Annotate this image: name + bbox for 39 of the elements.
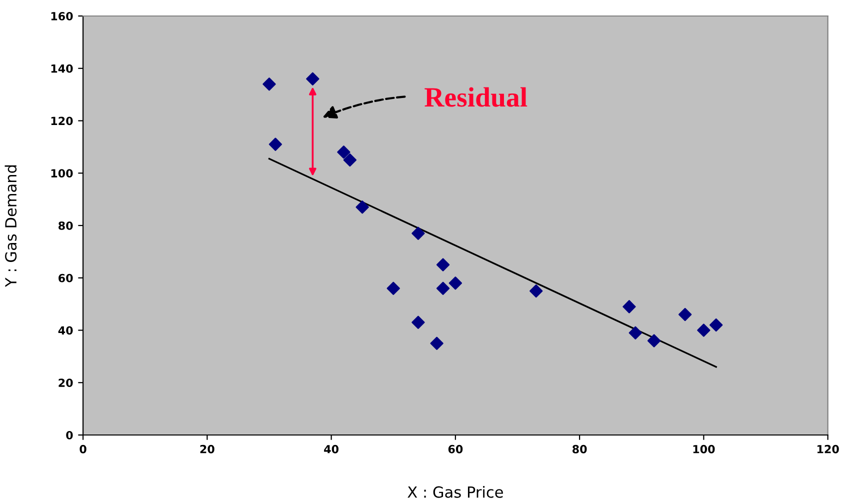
point [710, 318, 723, 332]
point [448, 276, 462, 290]
point [436, 258, 450, 272]
x-tick-label: 0 [80, 444, 86, 454]
point [356, 200, 369, 214]
x-axis-title: X : Gas Price [408, 486, 503, 498]
y-tick-label: 100 [51, 169, 73, 178]
x-tick-label: 40 [324, 444, 338, 454]
point [412, 226, 425, 240]
point [622, 300, 636, 314]
point [343, 153, 357, 167]
y-axis-title: Y : Gas Demand [4, 165, 17, 288]
point [306, 72, 320, 86]
y-tick-label: 40 [58, 326, 73, 335]
x-tick-label: 20 [200, 444, 214, 454]
point [262, 78, 276, 91]
y-tick-label: 60 [58, 274, 73, 282]
x-tick-label: 80 [572, 444, 587, 454]
y-tick-label: 140 [51, 64, 73, 73]
annotation: Residual [424, 87, 528, 107]
x-tick-label: 120 [817, 444, 839, 454]
point [530, 284, 543, 298]
y-tick-label: 80 [58, 221, 73, 230]
point [386, 282, 400, 295]
x-tick-label: 100 [693, 444, 715, 454]
point [268, 138, 282, 151]
point [337, 146, 350, 159]
y-tick-label: 0 [66, 430, 73, 440]
point [430, 336, 444, 350]
point [678, 308, 692, 322]
y-tick-label: 20 [58, 378, 73, 388]
point [697, 324, 710, 337]
point [628, 326, 642, 340]
point [647, 334, 661, 348]
point [436, 282, 450, 295]
x-tick-label: 60 [448, 444, 463, 454]
y-tick-label: 120 [51, 116, 73, 126]
y-tick-label: 160 [51, 12, 73, 20]
point [412, 316, 425, 329]
